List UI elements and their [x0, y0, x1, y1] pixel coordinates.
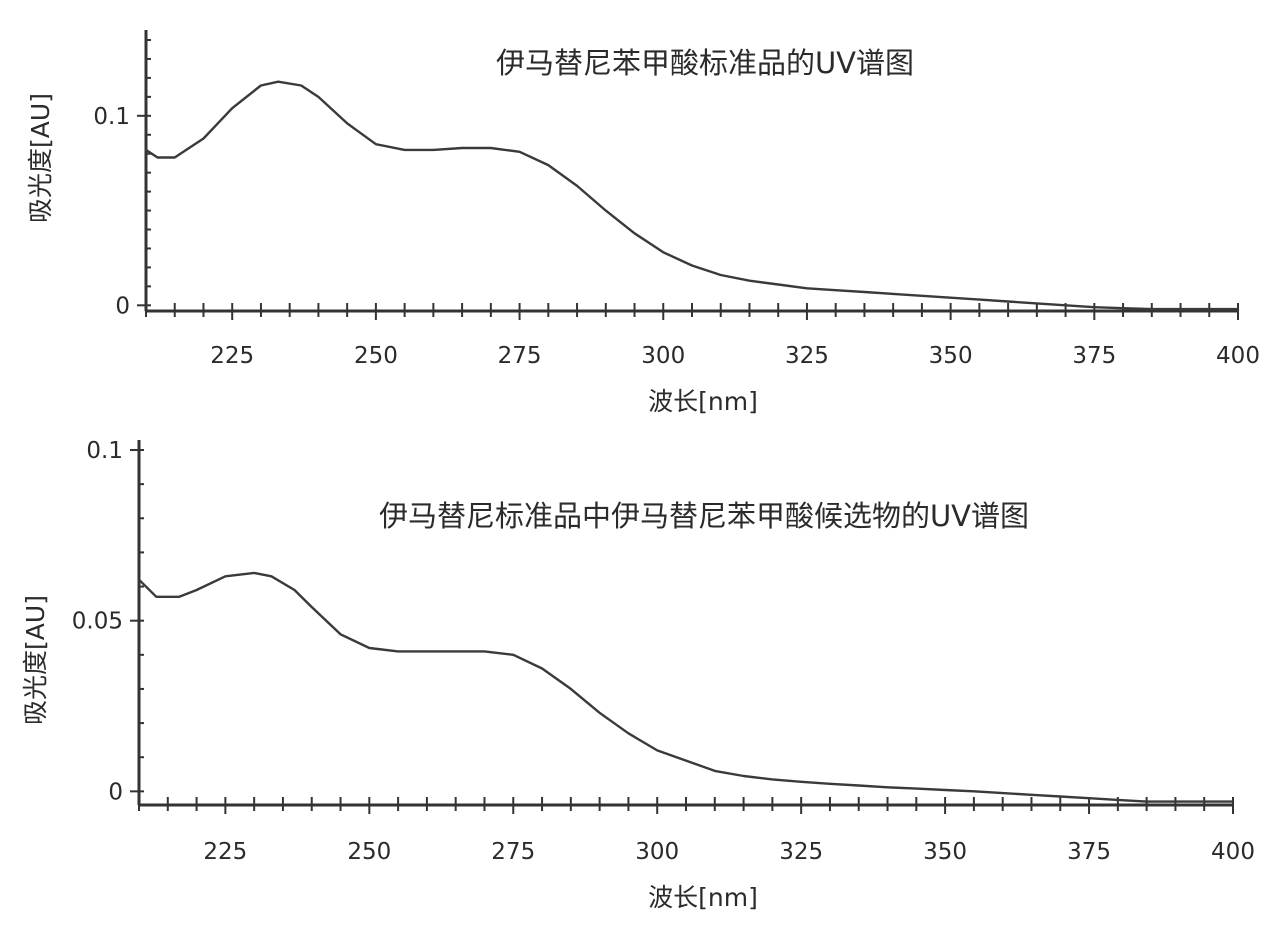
chart-panel-1: 225 250 275 300 325 350 375 400 0 0.1 伊马替尼苯甲酸标准品的U…: [26, 30, 1260, 416]
x-tick-label: 225: [203, 839, 247, 865]
x-tick-label: 275: [498, 343, 542, 369]
x-tick-label: 325: [785, 343, 829, 369]
x-tick-label: 225: [210, 343, 254, 369]
x-axis-title: 波长[nm]: [648, 883, 758, 912]
spectrum-line: [144, 80, 1240, 311]
x-tick-label: 350: [929, 343, 973, 369]
x-tick-label: 325: [779, 839, 823, 865]
x-tick-label: 300: [635, 839, 679, 865]
y-axis-title: 吸光度[AU]: [21, 595, 50, 725]
y-tick-label: 0.1: [93, 104, 130, 130]
y-axis-title: 吸光度[AU]: [26, 93, 55, 223]
x-tick-label: 300: [641, 343, 685, 369]
y-tick-label: 0: [108, 779, 123, 805]
y-tick-label: 0.05: [72, 609, 123, 635]
y-tick-label: 0: [115, 293, 130, 319]
x-tick-label: 375: [1072, 343, 1116, 369]
x-tick-label: 250: [347, 839, 391, 865]
x-tick-label: 275: [491, 839, 535, 865]
chart-title: 伊马替尼标准品中伊马替尼苯甲酸候选物的UV谱图: [379, 499, 1029, 533]
chart-title: 伊马替尼苯甲酸标准品的UV谱图: [496, 46, 914, 80]
x-tick-label: 350: [923, 839, 967, 865]
x-tick-label: 400: [1211, 839, 1255, 865]
x-tick-label: 375: [1067, 839, 1111, 865]
y-tick-label: 0.1: [86, 438, 123, 464]
x-tick-label: 250: [354, 343, 398, 369]
x-axis-title: 波长[nm]: [648, 387, 758, 416]
x-tick-label: 400: [1216, 343, 1260, 369]
chart-panel-2: 225 250 275 300 325 350 375 400 0 0.05 0.1 伊马替尼标准品中…: [21, 438, 1255, 912]
spectrum-line: [137, 571, 1235, 803]
